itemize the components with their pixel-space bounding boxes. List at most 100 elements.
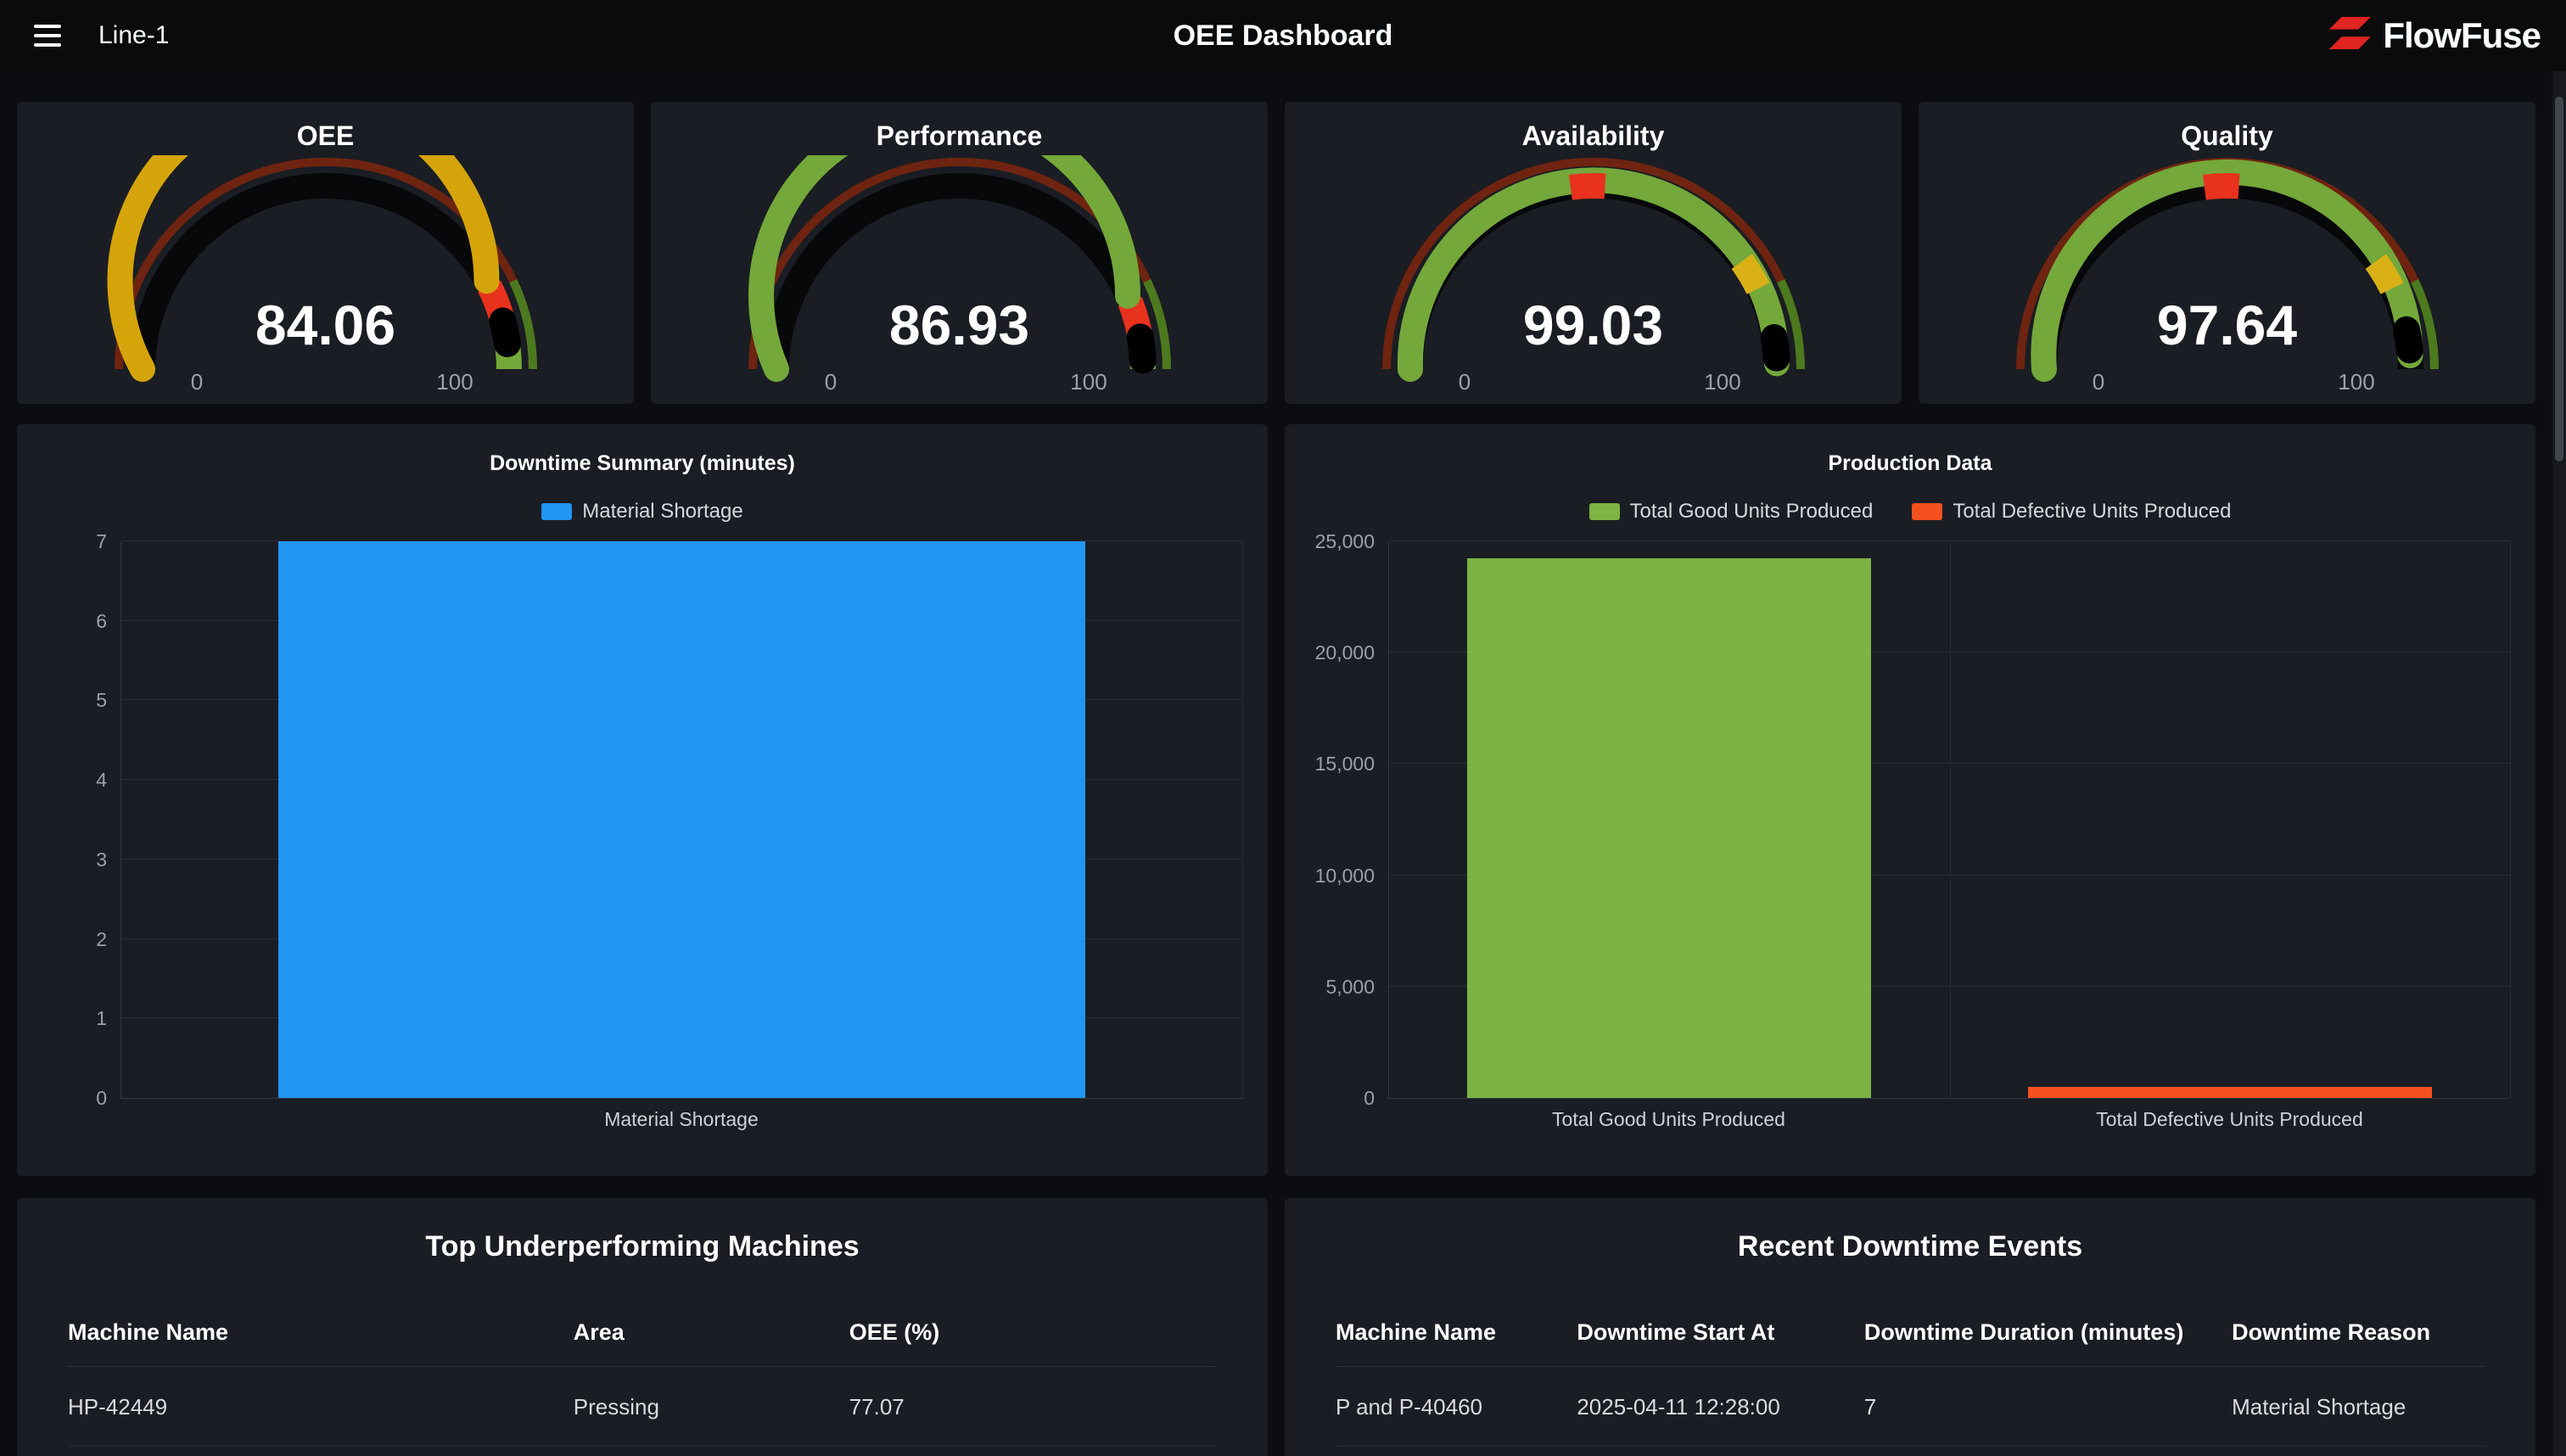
y-axis: 0 1 2 3 4 5 6 7 bbox=[42, 530, 120, 1109]
y-axis-label: 5 bbox=[96, 689, 107, 712]
underperforming-machines-table: Machine Name Area OEE (%) HP-42449 Press… bbox=[68, 1297, 1217, 1447]
table-title: Recent Downtime Events bbox=[1737, 1230, 2083, 1263]
gauge-title: Performance bbox=[876, 120, 1043, 151]
gauge-arc: 0 100 bbox=[748, 155, 1171, 393]
column-header: Downtime Start At bbox=[1577, 1297, 1864, 1367]
gauge-value: 99.03 bbox=[1522, 294, 1664, 356]
x-axis-label: Total Defective Units Produced bbox=[2096, 1107, 2363, 1130]
gauge-value: 86.93 bbox=[888, 294, 1030, 356]
chart-row: Downtime Summary (minutes) Material Shor… bbox=[17, 424, 2535, 1176]
x-axis: Material Shortage bbox=[120, 1099, 1242, 1140]
gauge-card-oee: OEE 0 100 84.06 bbox=[17, 102, 634, 404]
column-header: Downtime Duration (minutes) bbox=[1863, 1297, 2233, 1367]
table-cell: Material Shortage bbox=[2232, 1367, 2485, 1447]
svg-text:0: 0 bbox=[2092, 369, 2104, 393]
bar bbox=[2027, 1086, 2432, 1098]
gauge-arc: 0 100 bbox=[1381, 158, 1805, 393]
gauge-card-quality: Quality 0 100 97.64 bbox=[1919, 102, 2535, 404]
gauge-card-availability: Availability 0 100 99.03 bbox=[1285, 102, 1902, 404]
svg-text:100: 100 bbox=[436, 369, 473, 393]
oee-gauge: 0 100 84.06 bbox=[105, 155, 546, 393]
svg-text:100: 100 bbox=[1704, 369, 1740, 393]
svg-text:0: 0 bbox=[824, 369, 836, 393]
column-header: Machine Name bbox=[1336, 1297, 1577, 1367]
legend-item: Total Defective Units Produced bbox=[1912, 500, 2232, 524]
underperforming-machines-card: Top Underperforming Machines Machine Nam… bbox=[17, 1198, 1268, 1456]
gauge-title: Availability bbox=[1521, 120, 1665, 151]
y-axis-label: 7 bbox=[96, 530, 107, 552]
svg-text:0: 0 bbox=[190, 369, 202, 393]
page-title: OEE Dashboard bbox=[1173, 19, 1393, 52]
flowfuse-logo-icon bbox=[2329, 16, 2372, 49]
y-axis: 0 5,000 10,000 15,000 20,000 25,000 bbox=[1310, 530, 1388, 1109]
legend-item: Total Good Units Produced bbox=[1588, 500, 1874, 524]
gauge-value: 97.64 bbox=[2156, 294, 2298, 356]
gauge-arc: 0 100 bbox=[2015, 158, 2439, 393]
quality-gauge: 0 100 97.64 bbox=[2007, 155, 2448, 393]
legend-swatch bbox=[541, 503, 573, 520]
chart-title: Downtime Summary (minutes) bbox=[490, 451, 795, 475]
downtime-summary-chart: Downtime Summary (minutes) Material Shor… bbox=[17, 424, 1268, 1176]
gridline-vertical bbox=[1949, 542, 1951, 1098]
hamburger-menu-icon bbox=[34, 25, 61, 47]
column-header: OEE (%) bbox=[849, 1297, 1217, 1367]
svg-text:100: 100 bbox=[1070, 369, 1107, 393]
plot-area bbox=[120, 540, 1243, 1099]
gauge-title: OEE bbox=[296, 120, 355, 151]
availability-gauge: 0 100 99.03 bbox=[1373, 155, 1814, 393]
legend-item: Material Shortage bbox=[541, 500, 743, 524]
table-cell: Pressing bbox=[573, 1367, 849, 1447]
column-header: Area bbox=[573, 1297, 849, 1367]
table-title: Top Underperforming Machines bbox=[425, 1230, 860, 1263]
chart-legend: Total Good Units Produced Total Defective… bbox=[1310, 500, 2510, 524]
legend-swatch bbox=[1588, 503, 1620, 520]
y-axis-label: 2 bbox=[96, 927, 107, 950]
gauge-title: Quality bbox=[2181, 120, 2273, 151]
chart-legend: Material Shortage bbox=[42, 500, 1242, 524]
y-axis-label: 5,000 bbox=[1325, 975, 1375, 998]
y-axis-label: 25,000 bbox=[1314, 530, 1375, 552]
brand-name: FlowFuse bbox=[2383, 15, 2541, 55]
table-cell: 2025-04-11 12:28:00 bbox=[1577, 1367, 1864, 1447]
brand: FlowFuse bbox=[2325, 13, 2541, 59]
legend-label: Total Good Units Produced bbox=[1629, 500, 1874, 523]
y-axis-label: 3 bbox=[96, 848, 107, 871]
bar bbox=[277, 541, 1086, 1098]
y-axis-label: 0 bbox=[1364, 1087, 1375, 1109]
table-cell: P and P-40460 bbox=[1336, 1367, 1577, 1447]
production-data-chart: Production Data Total Good Units Produce… bbox=[1285, 424, 2535, 1176]
column-header: Machine Name bbox=[68, 1297, 574, 1367]
breadcrumb: Line-1 bbox=[98, 21, 170, 49]
top-bar: Line-1 OEE Dashboard FlowFuse bbox=[0, 0, 2566, 71]
svg-text:0: 0 bbox=[1458, 369, 1470, 393]
gridline-vertical bbox=[2510, 542, 2511, 1098]
scrollbar bbox=[2552, 71, 2566, 1456]
performance-gauge: 0 100 86.93 bbox=[739, 155, 1180, 393]
gauge-row: OEE 0 100 84.06 Performance 0 100 86.93 Av… bbox=[17, 102, 2535, 404]
chart-body: 0 5,000 10,000 15,000 20,000 25,000 bbox=[1310, 530, 2511, 1109]
gridline-vertical bbox=[1242, 542, 1243, 1098]
table-row: Top Underperforming Machines Machine Nam… bbox=[17, 1198, 2535, 1456]
gauge-card-performance: Performance 0 100 86.93 bbox=[651, 102, 1268, 404]
scrollbar-thumb[interactable] bbox=[2555, 97, 2563, 462]
x-axis-label: Material Shortage bbox=[604, 1107, 759, 1130]
column-header: Downtime Reason bbox=[2232, 1297, 2485, 1367]
y-axis-label: 4 bbox=[96, 769, 107, 792]
legend-label: Material Shortage bbox=[582, 500, 743, 523]
svg-text:100: 100 bbox=[2338, 369, 2374, 393]
gridline bbox=[1389, 540, 2510, 541]
legend-swatch bbox=[1912, 503, 1943, 520]
gridline bbox=[121, 540, 1242, 541]
table-cell: 7 bbox=[1863, 1367, 2233, 1447]
y-axis-label: 6 bbox=[96, 609, 107, 632]
recent-downtime-events-table: Machine Name Downtime Start At Downtime … bbox=[1336, 1297, 2485, 1447]
y-axis-label: 0 bbox=[96, 1087, 107, 1109]
bar bbox=[1467, 557, 1872, 1098]
menu-button[interactable] bbox=[25, 16, 70, 55]
chart-body: 0 1 2 3 4 5 6 7 bbox=[42, 530, 1243, 1109]
y-axis-label: 10,000 bbox=[1314, 864, 1375, 887]
gauge-value: 84.06 bbox=[255, 294, 396, 356]
plot-area bbox=[1388, 540, 2511, 1099]
chart-title: Production Data bbox=[1828, 451, 1992, 475]
legend-label: Total Defective Units Produced bbox=[1953, 500, 2232, 523]
